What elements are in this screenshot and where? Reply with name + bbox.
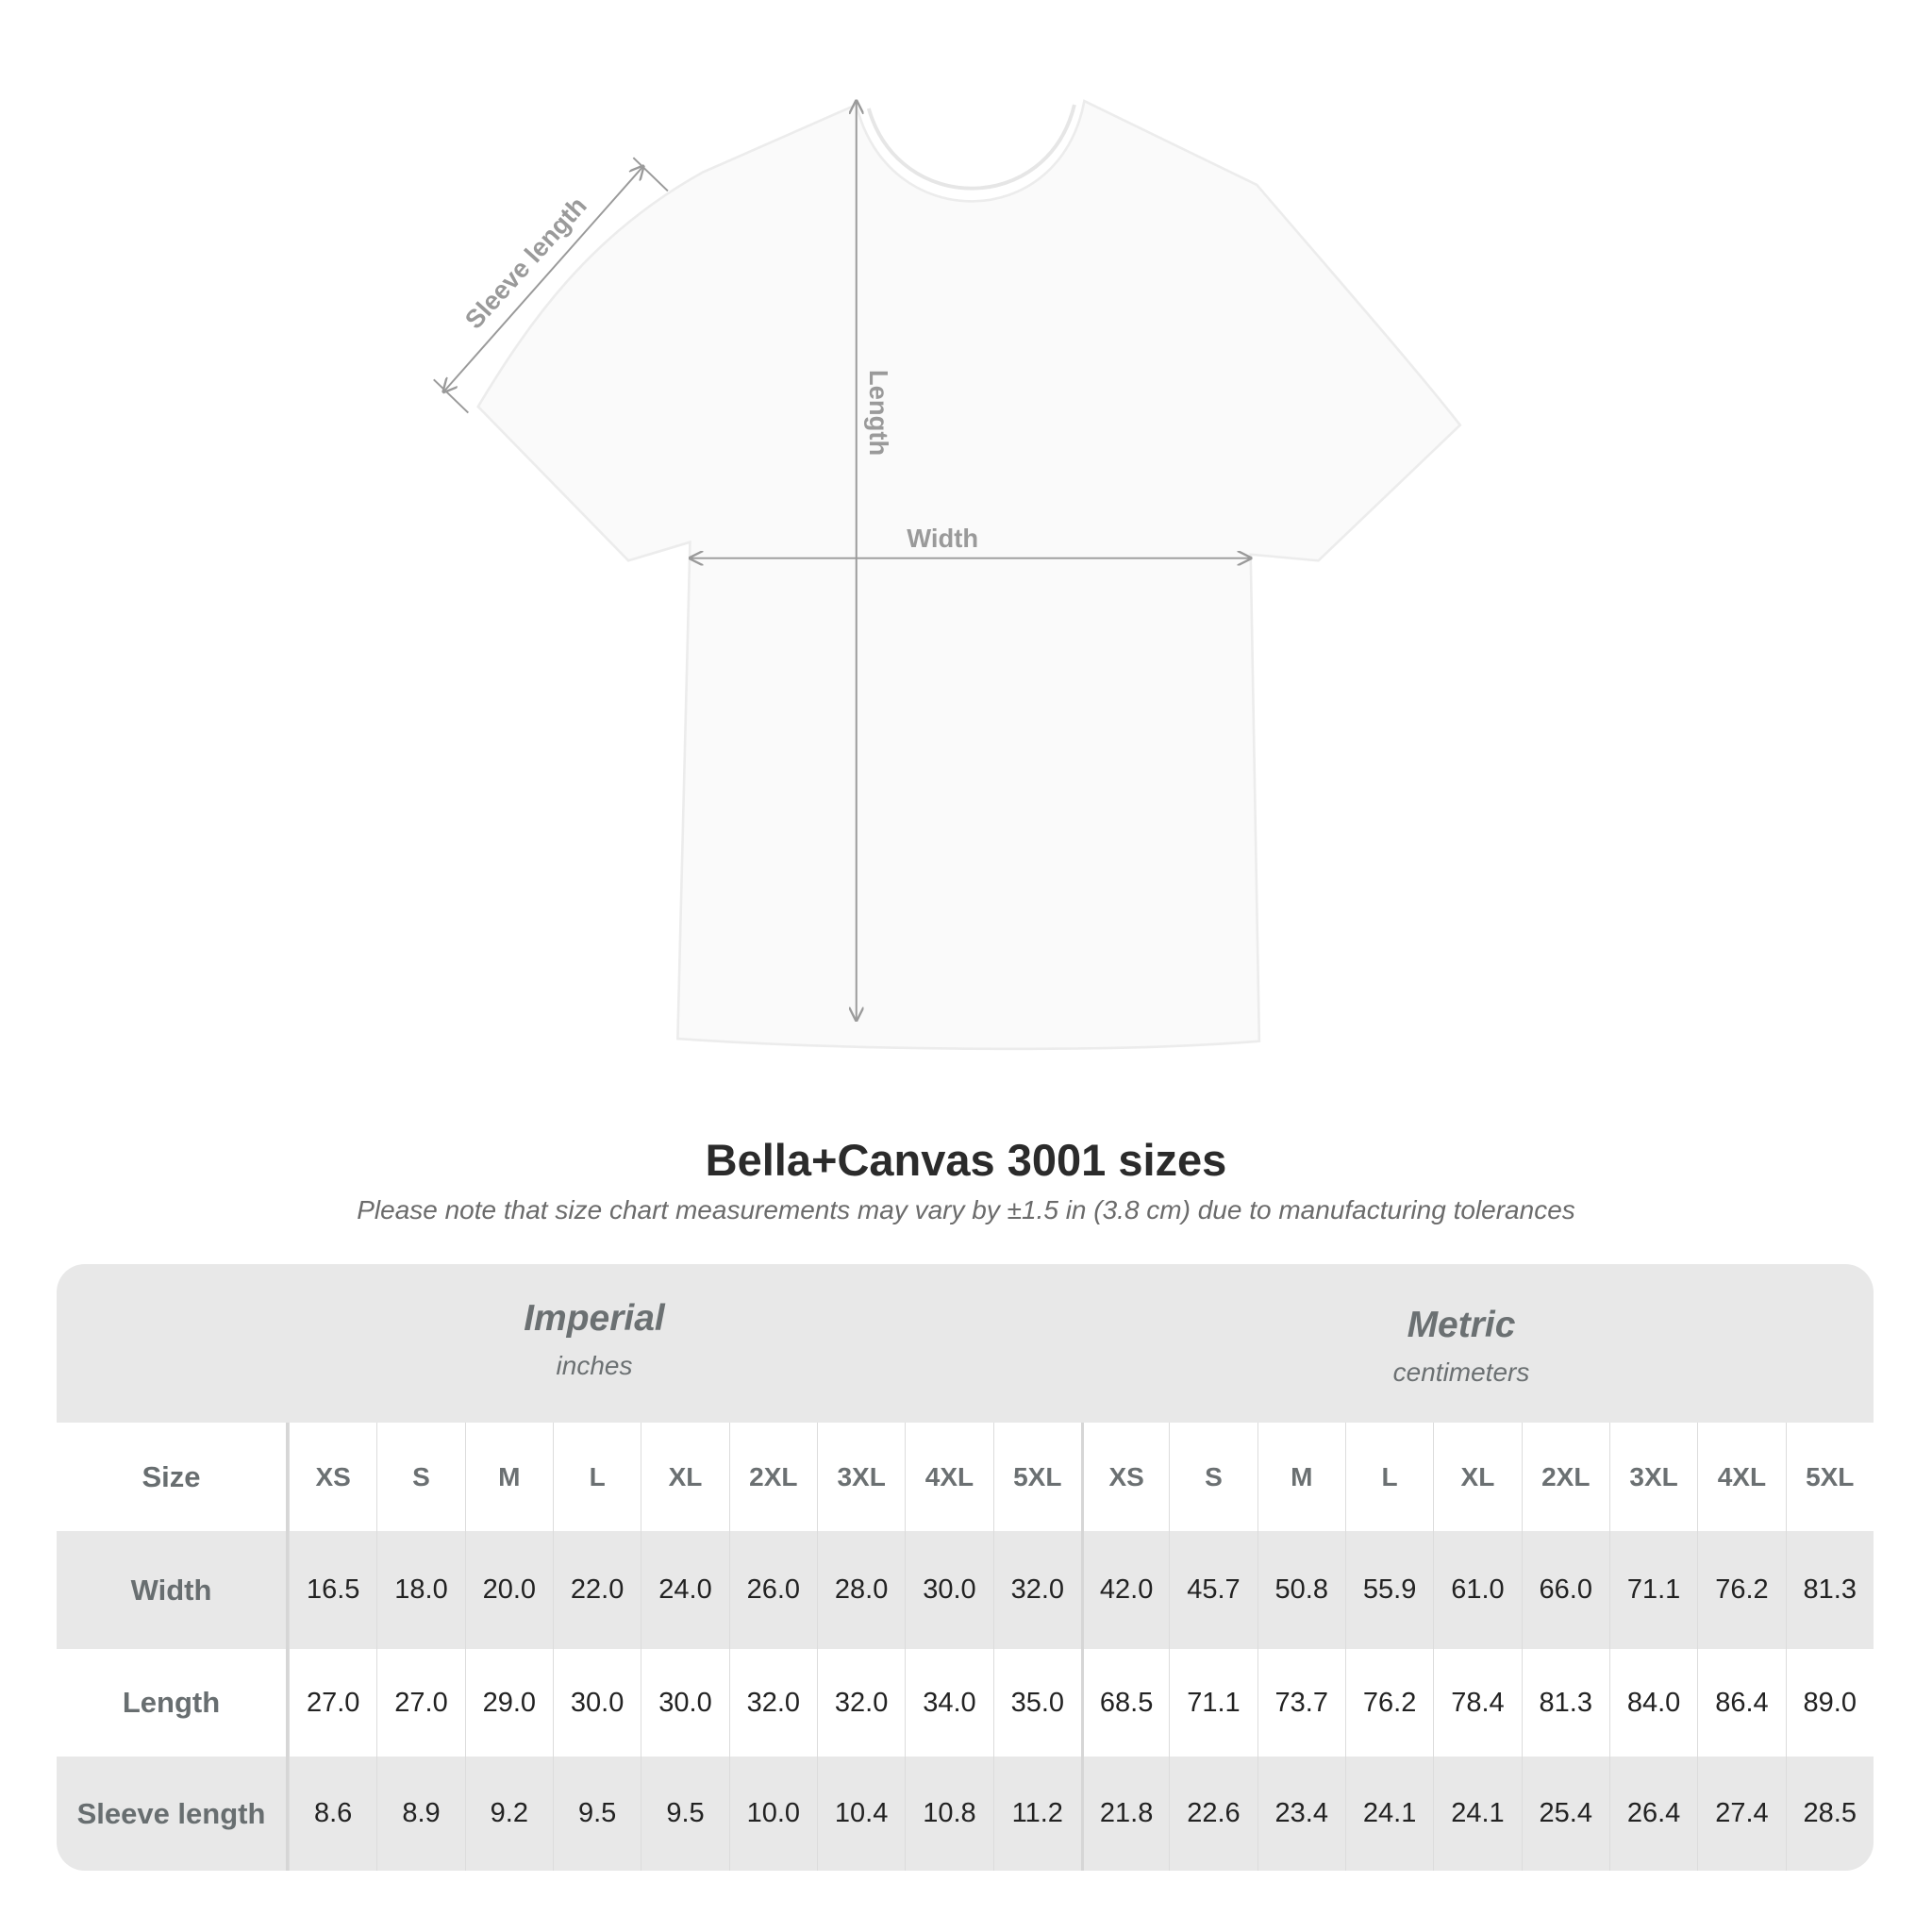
table-cell: 26.4: [1608, 1757, 1697, 1871]
table-cell: 27.4: [1697, 1757, 1785, 1871]
size-header: M: [1257, 1423, 1345, 1531]
size-header: 4XL: [1697, 1423, 1785, 1531]
metric-unit: centimeters: [1392, 1357, 1530, 1387]
size-header: 5XL: [1785, 1423, 1874, 1531]
size-header: S: [1169, 1423, 1257, 1531]
imperial-unit: inches: [556, 1351, 633, 1380]
size-table: Imperial inches Metric centimeters Size X…: [57, 1264, 1874, 1871]
tolerance-note: Please note that size chart measurements…: [357, 1195, 1575, 1224]
table-cell: 50.8: [1257, 1531, 1345, 1649]
table-cell: 25.4: [1521, 1757, 1609, 1871]
size-header-row: Size XS S M L XL 2XL 3XL 4XL 5XL XS S M L XL 2XL 3XL 4XL 5…: [57, 1423, 1874, 1531]
table-cell: 30.0: [641, 1649, 728, 1757]
table-cell: 22.6: [1169, 1757, 1257, 1871]
size-header: L: [552, 1423, 641, 1531]
size-header: XL: [1433, 1423, 1521, 1531]
size-header: S: [376, 1423, 464, 1531]
table-cell: 30.0: [552, 1649, 641, 1757]
table-cell: 34.0: [905, 1649, 992, 1757]
table-cell: 76.2: [1344, 1649, 1433, 1757]
table-cell: 89.0: [1785, 1649, 1874, 1757]
table-row: Sleeve length 8.6 8.9 9.2 9.5 9.5 10.0 10.4 10.8…: [57, 1757, 1874, 1871]
size-label: Size: [57, 1423, 289, 1531]
table-cell: 24.1: [1344, 1757, 1433, 1871]
table-cell: 81.3: [1521, 1649, 1609, 1757]
table-cell: 73.7: [1257, 1649, 1345, 1757]
table-cell: 81.3: [1785, 1531, 1874, 1649]
size-header: 2XL: [728, 1423, 817, 1531]
width-label: Width: [907, 524, 978, 553]
table-cell: 10.8: [905, 1757, 992, 1871]
table-cell: 10.4: [816, 1757, 905, 1871]
row-label: Sleeve length: [57, 1757, 289, 1871]
table-cell: 42.0: [1080, 1531, 1169, 1649]
metric-header: Metric centimeters: [1301, 1305, 1622, 1388]
table-cell: 76.2: [1697, 1531, 1785, 1649]
table-cell: 26.0: [728, 1531, 817, 1649]
table-cell: 45.7: [1169, 1531, 1257, 1649]
size-header: 2XL: [1521, 1423, 1609, 1531]
table-cell: 27.0: [289, 1649, 376, 1757]
table-cell: 66.0: [1521, 1531, 1609, 1649]
row-label: Width: [57, 1531, 289, 1649]
imperial-header: Imperial inches: [434, 1298, 755, 1381]
tshirt-diagram: Length Width Sleeve length: [433, 99, 1462, 1051]
table-cell: 18.0: [376, 1531, 464, 1649]
size-header: 4XL: [905, 1423, 992, 1531]
table-cell: 61.0: [1433, 1531, 1521, 1649]
table-cell: 11.2: [992, 1757, 1081, 1871]
size-header: 5XL: [992, 1423, 1081, 1531]
table-cell: 8.6: [289, 1757, 376, 1871]
table-cell: 22.0: [552, 1531, 641, 1649]
size-header: 3XL: [816, 1423, 905, 1531]
table-cell: 23.4: [1257, 1757, 1345, 1871]
tshirt-shape: [476, 99, 1462, 1051]
size-header: L: [1344, 1423, 1433, 1531]
table-row: Width 16.5 18.0 20.0 22.0 24.0 26.0 28.0 30.0 32.…: [57, 1531, 1874, 1649]
table-cell: 32.0: [728, 1649, 817, 1757]
metric-heading: Metric: [1407, 1305, 1516, 1345]
table-cell: 78.4: [1433, 1649, 1521, 1757]
imperial-heading: Imperial: [524, 1298, 665, 1339]
table-cell: 32.0: [992, 1531, 1081, 1649]
table-cell: 35.0: [992, 1649, 1081, 1757]
table-cell: 9.5: [552, 1757, 641, 1871]
table-cell: 9.2: [464, 1757, 553, 1871]
table-cell: 10.0: [728, 1757, 817, 1871]
table-cell: 28.0: [816, 1531, 905, 1649]
table-cell: 9.5: [641, 1757, 728, 1871]
size-header: XS: [1080, 1423, 1169, 1531]
size-header: 3XL: [1608, 1423, 1697, 1531]
table-cell: 24.1: [1433, 1757, 1521, 1871]
table-cell: 68.5: [1080, 1649, 1169, 1757]
size-header: XL: [641, 1423, 728, 1531]
table-cell: 29.0: [464, 1649, 553, 1757]
size-header: XS: [289, 1423, 376, 1531]
table-row: Length 27.0 27.0 29.0 30.0 30.0 32.0 32.0 34.0 35…: [57, 1649, 1874, 1757]
table-cell: 71.1: [1169, 1649, 1257, 1757]
sleeve-arrow: [443, 166, 643, 391]
table-cell: 24.0: [641, 1531, 728, 1649]
table-cell: 71.1: [1608, 1531, 1697, 1649]
table-cell: 16.5: [289, 1531, 376, 1649]
table-cell: 86.4: [1697, 1649, 1785, 1757]
table-cell: 27.0: [376, 1649, 464, 1757]
size-header: M: [464, 1423, 553, 1531]
table-cell: 30.0: [905, 1531, 992, 1649]
table-cell: 84.0: [1608, 1649, 1697, 1757]
table-cell: 20.0: [464, 1531, 553, 1649]
table-cell: 32.0: [816, 1649, 905, 1757]
length-label: Length: [864, 370, 893, 456]
page-title: Bella+Canvas 3001 sizes: [705, 1135, 1227, 1185]
row-label: Length: [57, 1649, 289, 1757]
table-cell: 55.9: [1344, 1531, 1433, 1649]
table-cell: 21.8: [1080, 1757, 1169, 1871]
table-cell: 8.9: [376, 1757, 464, 1871]
table-cell: 28.5: [1785, 1757, 1874, 1871]
